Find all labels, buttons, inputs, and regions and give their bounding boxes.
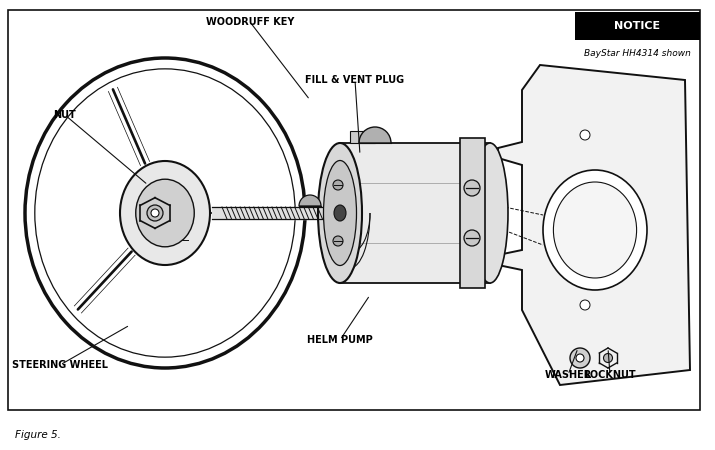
Circle shape [333,180,343,190]
Circle shape [464,230,480,246]
Bar [575,12,700,40]
Ellipse shape [334,205,346,221]
Wedge shape [359,127,391,143]
Ellipse shape [553,182,636,278]
Circle shape [603,354,613,363]
Circle shape [570,348,590,368]
Ellipse shape [120,161,210,265]
Circle shape [576,354,584,362]
Ellipse shape [136,179,194,247]
Circle shape [333,236,343,246]
Text: HELM PUMP: HELM PUMP [307,335,373,345]
Circle shape [580,130,590,140]
Text: WASHER: WASHER [544,370,591,380]
Polygon shape [498,65,690,385]
Text: FILL & VENT PLUG: FILL & VENT PLUG [305,75,405,85]
Ellipse shape [472,143,508,283]
Ellipse shape [318,143,362,283]
Text: BayStar HH4314 shown: BayStar HH4314 shown [584,49,691,58]
Circle shape [464,180,480,196]
Bar [460,138,485,288]
Ellipse shape [25,58,305,368]
Text: NUT: NUT [54,110,77,120]
Text: STEERING WHEEL: STEERING WHEEL [12,360,108,370]
Bar [8,10,700,410]
Text: LOCKNUT: LOCKNUT [584,370,636,380]
Text: WOODRUFF KEY: WOODRUFF KEY [206,17,294,27]
Ellipse shape [543,170,647,290]
Circle shape [147,205,163,221]
Text: NOTICE: NOTICE [614,21,661,31]
Circle shape [151,209,159,217]
Ellipse shape [323,161,357,266]
Text: Figure 5.: Figure 5. [15,430,61,440]
Wedge shape [299,195,321,206]
Circle shape [580,300,590,310]
Bar [350,131,375,143]
Bar [340,143,490,283]
